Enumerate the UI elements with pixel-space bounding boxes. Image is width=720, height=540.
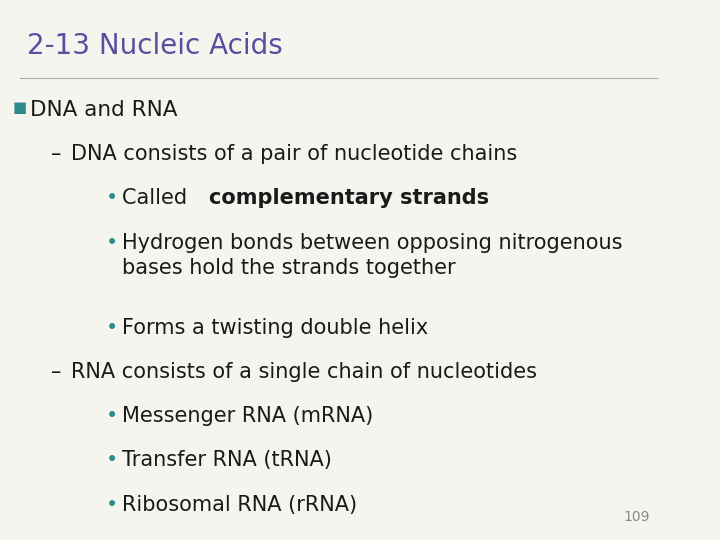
- Text: Ribosomal RNA (rRNA): Ribosomal RNA (rRNA): [122, 495, 357, 515]
- Text: •: •: [107, 233, 119, 253]
- Text: RNA consists of a single chain of nucleotides: RNA consists of a single chain of nucleo…: [71, 362, 537, 382]
- Text: •: •: [107, 188, 119, 208]
- Text: DNA consists of a pair of nucleotide chains: DNA consists of a pair of nucleotide cha…: [71, 144, 518, 164]
- Text: 109: 109: [624, 510, 650, 524]
- Text: Messenger RNA (mRNA): Messenger RNA (mRNA): [122, 406, 373, 426]
- Text: Called: Called: [122, 188, 194, 208]
- Text: •: •: [107, 450, 119, 470]
- Text: •: •: [107, 406, 119, 426]
- Text: complementary strands: complementary strands: [209, 188, 489, 208]
- Text: –: –: [51, 144, 61, 164]
- Text: –: –: [51, 362, 61, 382]
- Text: ■: ■: [12, 100, 27, 115]
- Text: •: •: [107, 495, 119, 515]
- Text: •: •: [107, 318, 119, 338]
- Text: 2-13 Nucleic Acids: 2-13 Nucleic Acids: [27, 32, 283, 60]
- Text: Hydrogen bonds between opposing nitrogenous
bases hold the strands together: Hydrogen bonds between opposing nitrogen…: [122, 233, 622, 278]
- Text: Forms a twisting double helix: Forms a twisting double helix: [122, 318, 428, 338]
- Text: DNA and RNA: DNA and RNA: [30, 100, 178, 120]
- Text: Transfer RNA (tRNA): Transfer RNA (tRNA): [122, 450, 332, 470]
